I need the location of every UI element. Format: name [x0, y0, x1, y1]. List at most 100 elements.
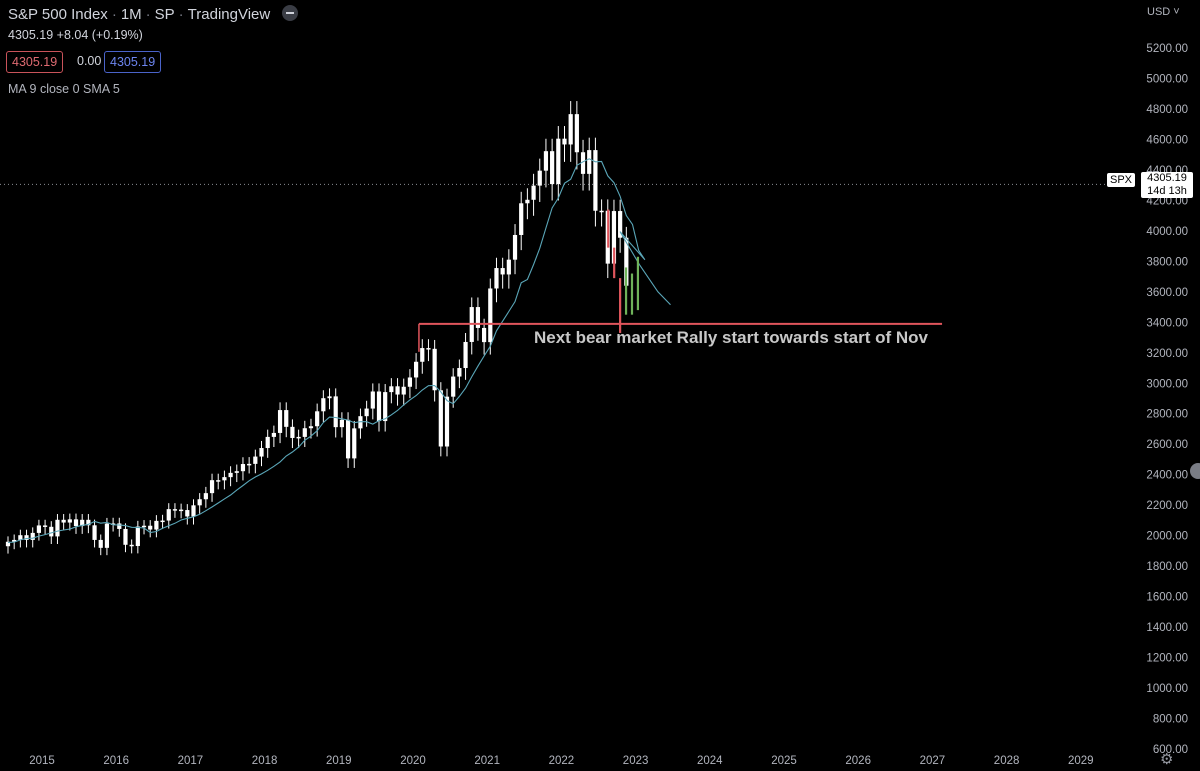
candle: [364, 408, 369, 417]
candle: [407, 377, 413, 387]
separator-dot: ·: [178, 6, 184, 23]
y-tick-label: 4000.00: [1146, 226, 1188, 238]
y-tick-label: 1600.00: [1146, 592, 1188, 604]
candle: [302, 428, 307, 437]
exchange-label: SP: [154, 6, 175, 23]
candle: [296, 436, 301, 439]
x-tick-label: 2025: [771, 755, 797, 767]
candle: [98, 539, 103, 548]
projection-candle: [607, 209, 610, 248]
y-tick-label: 5200.00: [1146, 43, 1188, 55]
candle: [61, 519, 66, 523]
candle: [568, 114, 573, 145]
indicator-legend[interactable]: MA 9 close 0 SMA 5: [8, 82, 120, 96]
y-tick-label: 1000.00: [1146, 683, 1188, 695]
candle: [259, 448, 264, 457]
x-tick-label: 2023: [623, 755, 649, 767]
y-tick-label: 3800.00: [1146, 256, 1188, 268]
candle: [420, 348, 425, 362]
candle: [30, 532, 35, 540]
candle: [543, 151, 549, 171]
symbol-name[interactable]: S&P 500 Index: [8, 6, 108, 23]
x-tick-label: 2027: [920, 755, 946, 767]
candle: [525, 199, 530, 204]
candle: [432, 348, 437, 391]
y-tick-label: 3000.00: [1146, 378, 1188, 390]
candle: [321, 398, 326, 412]
chart-annotation[interactable]: Next bear market Rally start towards sta…: [534, 328, 928, 347]
candle: [271, 432, 276, 437]
x-tick-label: 2022: [549, 755, 575, 767]
candle: [240, 464, 246, 472]
candle: [457, 368, 462, 377]
candle: [197, 499, 202, 506]
candle: [117, 523, 122, 529]
bar-countdown: 14d 13h: [1147, 185, 1187, 197]
scroll-handle[interactable]: [1190, 463, 1200, 479]
candle: [395, 386, 400, 395]
candle: [191, 505, 196, 517]
candle: [148, 525, 153, 530]
y-tick-label: 600.00: [1153, 744, 1188, 756]
candle: [67, 519, 72, 523]
y-tick-label: 2400.00: [1146, 470, 1188, 482]
sell-price-box[interactable]: 4305.19: [6, 51, 64, 73]
candle: [228, 472, 233, 478]
candle: [550, 151, 555, 185]
candle: [80, 519, 85, 527]
y-tick-label: 2800.00: [1146, 409, 1188, 421]
candle: [494, 268, 499, 289]
projection-candle: [613, 247, 616, 279]
y-tick-label: 5000.00: [1146, 73, 1188, 85]
candle: [352, 428, 357, 459]
candle: [216, 480, 221, 482]
candle: [123, 528, 128, 545]
candle: [401, 386, 406, 395]
candle: [562, 138, 567, 145]
candle: [618, 211, 623, 238]
candle: [315, 411, 320, 427]
projection-candle: [619, 278, 622, 333]
x-tick-label: 2024: [697, 755, 723, 767]
y-tick-label: 1400.00: [1146, 622, 1188, 634]
y-tick-label: 3400.00: [1146, 317, 1188, 329]
candle: [444, 396, 450, 447]
symbol-price-tag: SPX: [1107, 173, 1136, 187]
y-tick-label: 1800.00: [1146, 561, 1188, 573]
interval-label[interactable]: 1M: [120, 6, 142, 23]
candle: [587, 150, 592, 174]
candle: [463, 341, 468, 369]
x-tick-label: 2019: [326, 755, 352, 767]
candle: [519, 203, 524, 235]
candle: [104, 523, 110, 548]
candle: [247, 463, 252, 466]
candle: [426, 348, 431, 350]
candle: [488, 288, 493, 343]
candle: [580, 152, 586, 174]
candle: [253, 456, 258, 464]
collapse-legend-icon[interactable]: [282, 5, 299, 22]
x-tick-label: 2018: [252, 755, 278, 767]
currency-selector[interactable]: USD ˅: [1147, 6, 1180, 18]
candle: [308, 426, 314, 429]
candle: [209, 480, 215, 494]
y-tick-label: 4800.00: [1146, 104, 1188, 116]
spread-value: 0.00: [77, 54, 102, 68]
y-tick-label: 4200.00: [1146, 195, 1188, 207]
symbol-header[interactable]: S&P 500 Index · 1M · SP · TradingView: [8, 5, 299, 23]
candle: [49, 526, 54, 537]
x-tick-label: 2026: [845, 755, 871, 767]
candle: [179, 509, 184, 512]
candle: [482, 327, 487, 343]
candle: [92, 525, 97, 540]
buy-price-box[interactable]: 4305.19: [104, 51, 162, 73]
candle: [185, 510, 190, 517]
candle: [166, 509, 171, 521]
candle: [111, 523, 116, 525]
candle: [506, 259, 511, 275]
gear-icon[interactable]: ⚙: [1160, 751, 1174, 768]
candle: [73, 519, 79, 527]
candle: [36, 525, 42, 533]
